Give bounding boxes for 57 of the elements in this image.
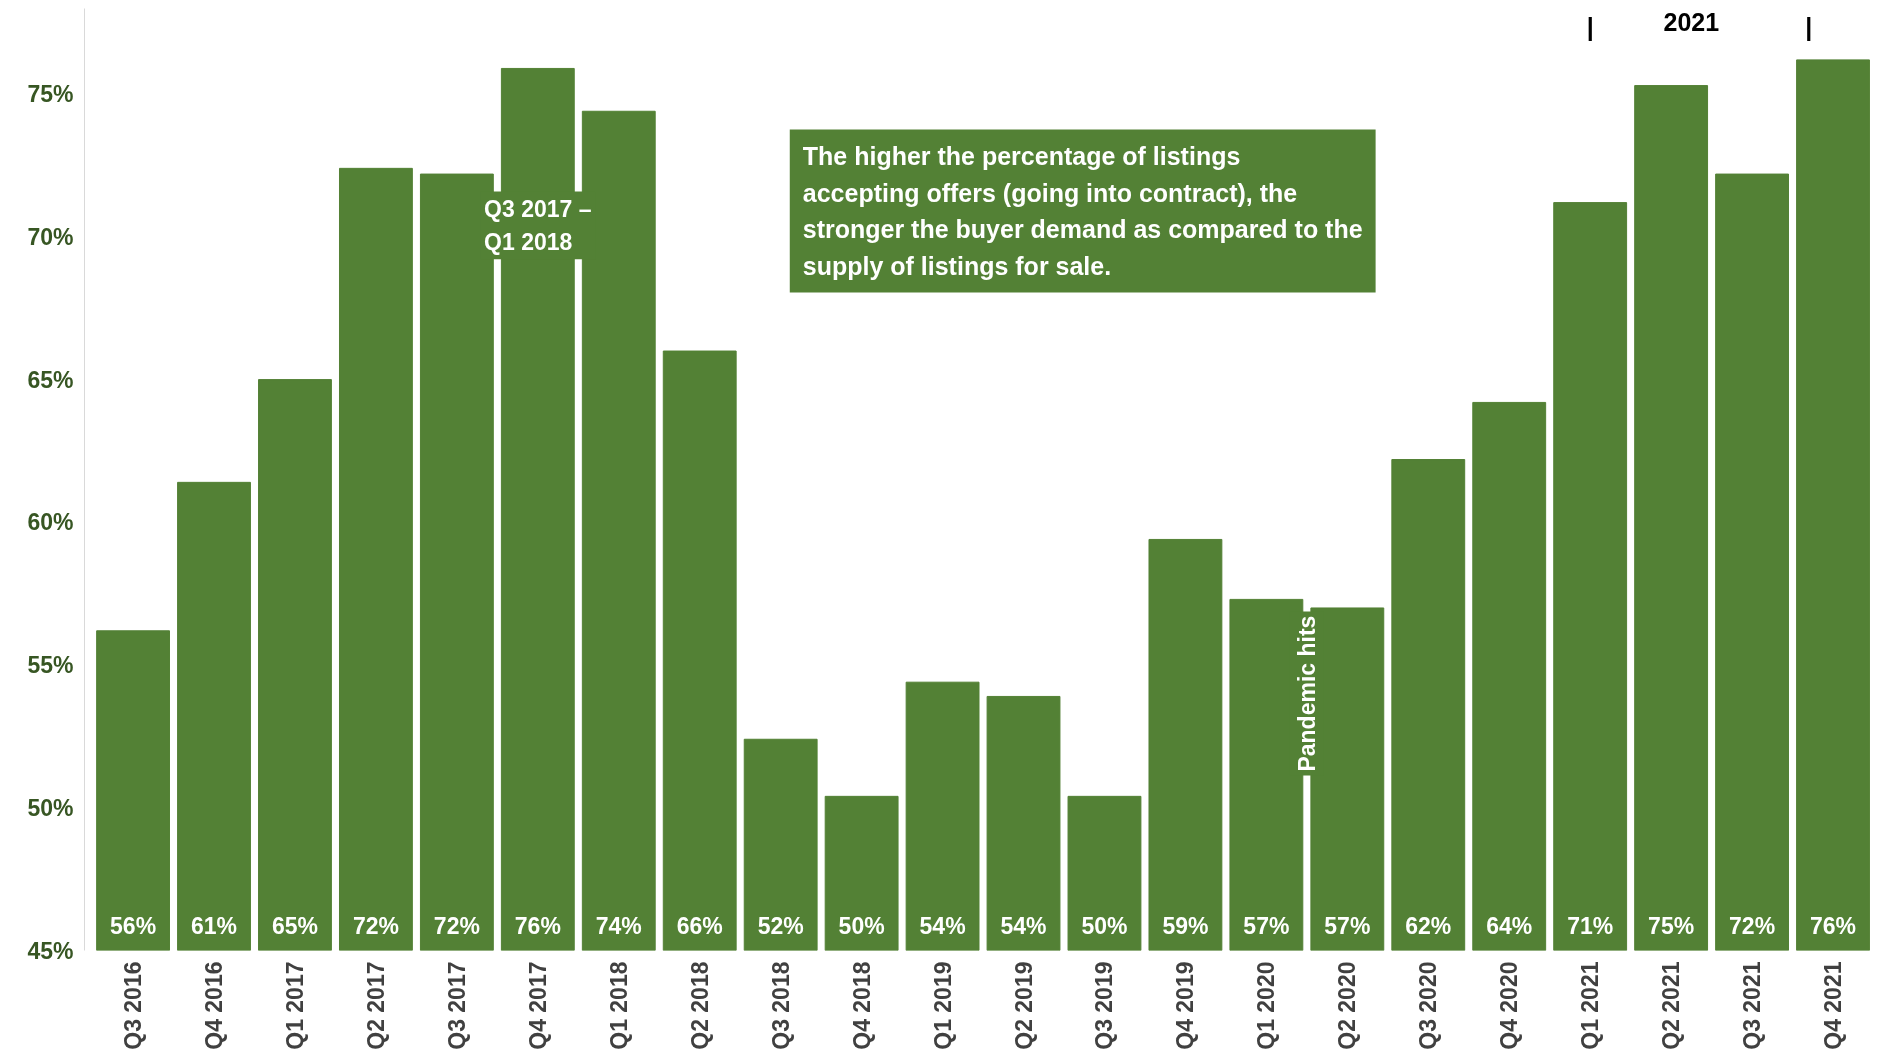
data-label: 50% bbox=[838, 912, 885, 939]
x-tick-label: Q1 2019 bbox=[929, 961, 956, 1050]
x-tick-label: Q2 2020 bbox=[1334, 961, 1361, 1050]
y-tick-label: 50% bbox=[27, 794, 74, 821]
data-label: 56% bbox=[110, 912, 157, 939]
annotation: Pandemic hits bbox=[1293, 615, 1320, 772]
data-label: 52% bbox=[757, 912, 804, 939]
x-tick-label: Q1 2020 bbox=[1253, 961, 1280, 1050]
x-tick-label: Q2 2019 bbox=[1010, 961, 1037, 1050]
data-label: 74% bbox=[595, 912, 642, 939]
x-tick-label: Q4 2020 bbox=[1496, 961, 1523, 1050]
data-label: 50% bbox=[1081, 912, 1128, 939]
data-label: 66% bbox=[676, 912, 723, 939]
x-tick-label: Q3 2020 bbox=[1415, 961, 1442, 1050]
y-tick-label: 70% bbox=[27, 223, 74, 250]
data-label: 62% bbox=[1405, 912, 1452, 939]
y-tick-label: 55% bbox=[27, 652, 74, 679]
data-label: 57% bbox=[1324, 912, 1371, 939]
annotation: Q3 2017 – Q1 2018 bbox=[484, 195, 592, 256]
y-tick-label: 45% bbox=[27, 937, 74, 964]
x-tick-label: Q1 2018 bbox=[605, 961, 632, 1050]
annotation: | bbox=[1805, 12, 1813, 41]
data-label: 72% bbox=[352, 912, 399, 939]
data-label: 57% bbox=[1243, 912, 1290, 939]
x-tick-label: Q2 2018 bbox=[686, 961, 713, 1050]
data-label: 72% bbox=[1729, 912, 1776, 939]
x-tick-label: Q1 2017 bbox=[281, 961, 308, 1050]
x-tick-label: Q3 2016 bbox=[120, 961, 147, 1050]
y-tick-label: 60% bbox=[27, 509, 74, 536]
data-label: 76% bbox=[1810, 912, 1857, 939]
data-label: 72% bbox=[433, 912, 480, 939]
data-label: 75% bbox=[1648, 912, 1695, 939]
data-label: 59% bbox=[1162, 912, 1209, 939]
y-tick-label: 65% bbox=[27, 366, 74, 393]
x-tick-label: Q1 2021 bbox=[1577, 961, 1604, 1050]
annotation: The higher the percentage of listings accepting offers (going into contract), the stronger the buyer demand as compared to the supply of listings for sale. bbox=[802, 142, 1363, 280]
x-tick-label: Q3 2021 bbox=[1739, 961, 1766, 1050]
annotation: | bbox=[1586, 12, 1594, 41]
x-tick-label: Q3 2019 bbox=[1091, 961, 1118, 1050]
data-label: 64% bbox=[1486, 912, 1533, 939]
data-label: 71% bbox=[1567, 912, 1614, 939]
annotation: 2021 bbox=[1663, 7, 1720, 36]
x-tick-label: Q4 2018 bbox=[848, 961, 875, 1050]
x-tick-label: Q4 2016 bbox=[201, 961, 228, 1050]
data-label: 54% bbox=[1000, 912, 1047, 939]
data-label: 54% bbox=[919, 912, 966, 939]
x-tick-label: Q3 2018 bbox=[767, 961, 794, 1050]
x-tick-label: Q4 2017 bbox=[524, 961, 551, 1050]
x-tick-label: Q3 2017 bbox=[443, 961, 470, 1050]
x-tick-label: Q4 2021 bbox=[1820, 961, 1847, 1050]
x-tick-label: Q2 2021 bbox=[1658, 961, 1685, 1050]
x-tick-label: Q4 2019 bbox=[1172, 961, 1199, 1050]
y-tick-label: 75% bbox=[27, 81, 74, 108]
x-tick-label: Q2 2017 bbox=[362, 961, 389, 1050]
data-label: 65% bbox=[271, 912, 318, 939]
data-label: 76% bbox=[514, 912, 561, 939]
data-label: 61% bbox=[191, 912, 238, 939]
